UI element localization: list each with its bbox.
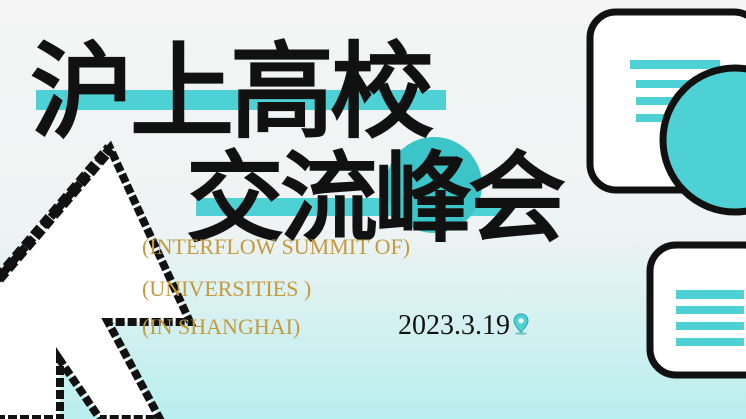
subtitle-line-1: (INTERFLOW SUMMIT OF) [142,234,411,259]
title-line-1: 沪上高校 [30,31,434,153]
title-line-2: 交流峰会 [186,142,566,256]
chat-bubble-icon [646,241,746,379]
subtitle-line-3: (IN SHANGHAI) [142,314,301,339]
event-date: 2023.3.19 [398,310,510,341]
subtitle-line-2: (UNIVERSITIES ) [142,276,312,301]
monitor-icon [586,8,746,216]
location-pin-icon [513,313,529,339]
event-date-row: 2023.3.19 [398,312,529,340]
